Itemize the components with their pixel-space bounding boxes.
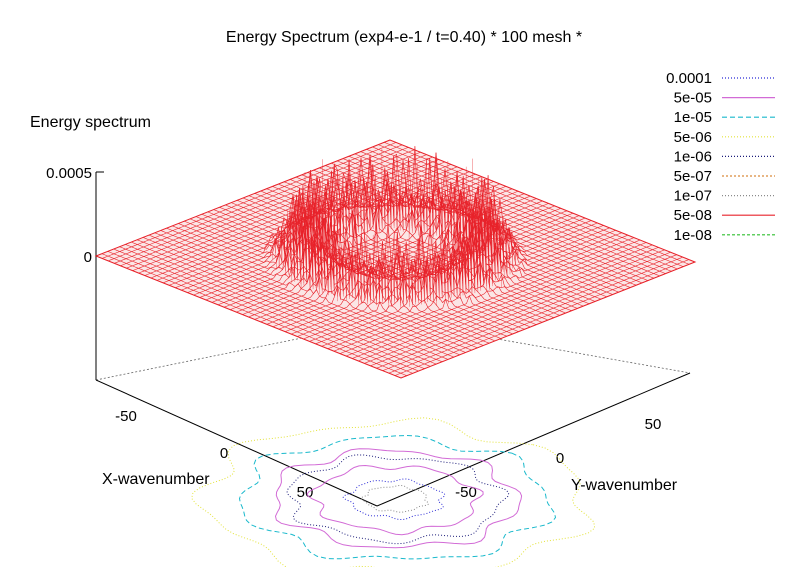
z-axis bbox=[95, 171, 104, 380]
contour-line bbox=[191, 417, 596, 567]
mesh-line-y bbox=[345, 239, 641, 357]
mesh-line-y bbox=[388, 256, 683, 374]
contour-line bbox=[342, 478, 446, 521]
y-axis-label: Y-wavenumber bbox=[571, 477, 678, 494]
spectrum-ring-peaks bbox=[272, 146, 519, 308]
mesh-line-y bbox=[352, 242, 647, 359]
mesh-line-y bbox=[132, 154, 427, 271]
mesh-line-y bbox=[266, 178, 561, 325]
mesh-line-y bbox=[138, 156, 433, 274]
chart-title: Energy Spectrum (exp4-e-1 / t=0.40) * 10… bbox=[226, 29, 582, 46]
surface-mesh bbox=[94, 139, 697, 379]
mesh-line-y bbox=[394, 259, 690, 376]
legend-label: 1e-08 bbox=[674, 227, 712, 244]
z-tick-label: 0.0005 bbox=[46, 165, 92, 182]
y-tick-label: 0 bbox=[556, 450, 564, 467]
contour-projection bbox=[191, 417, 596, 567]
contour-line bbox=[238, 434, 557, 560]
x-axis-label: X-wavenumber bbox=[102, 471, 210, 488]
mesh-line-y bbox=[101, 142, 397, 259]
mesh-line-y bbox=[382, 254, 677, 371]
base-frame bbox=[95, 319, 691, 507]
mesh-line-y bbox=[364, 247, 659, 364]
y-tick-label: -50 bbox=[455, 484, 477, 501]
legend-label: 1e-06 bbox=[674, 148, 712, 165]
mesh-line-y bbox=[108, 144, 403, 262]
mesh-line-y bbox=[358, 244, 653, 362]
legend-label: 5e-08 bbox=[674, 207, 712, 224]
legend: 0.0001 5e-05 1e-05 5e-06 1e-06 5e-07 1e-07 5e-0… bbox=[666, 70, 775, 244]
mesh-line-y bbox=[272, 200, 568, 328]
z-tick-label: 0 bbox=[84, 249, 92, 266]
mesh-line-y bbox=[370, 249, 665, 367]
legend-label: 5e-06 bbox=[674, 129, 712, 146]
contour-line bbox=[274, 448, 523, 549]
mesh-line-y bbox=[339, 237, 635, 354]
contour-line bbox=[286, 454, 510, 545]
mesh-line-y bbox=[120, 149, 415, 267]
mesh-line-y bbox=[376, 251, 671, 369]
y-tick-label: 50 bbox=[645, 416, 662, 433]
mesh-line-y bbox=[150, 161, 446, 279]
mesh-line-y bbox=[95, 139, 391, 257]
legend-label: 5e-07 bbox=[674, 168, 712, 185]
legend-label: 1e-05 bbox=[674, 109, 712, 126]
legend-label: 5e-05 bbox=[674, 90, 712, 107]
mesh-line-y bbox=[114, 147, 409, 264]
x-tick-label: -50 bbox=[115, 408, 137, 425]
z-axis-label: Energy spectrum bbox=[30, 114, 151, 131]
contour-line bbox=[306, 464, 484, 536]
contour-line bbox=[360, 484, 430, 513]
mesh-line-y bbox=[284, 197, 580, 332]
legend-label: 1e-07 bbox=[674, 188, 712, 205]
legend-label: 0.0001 bbox=[666, 70, 712, 87]
mesh-line-y bbox=[254, 186, 549, 320]
x-tick-label: 0 bbox=[220, 445, 228, 462]
mesh-line-y bbox=[400, 261, 696, 379]
